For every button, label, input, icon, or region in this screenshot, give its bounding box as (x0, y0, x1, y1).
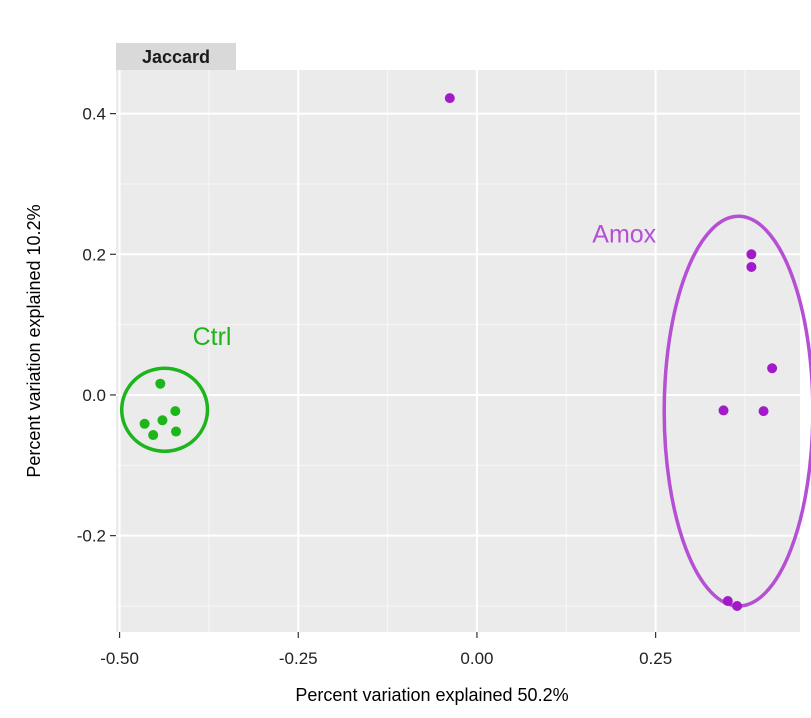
amox-point (732, 600, 743, 611)
ctrl-group-label: Ctrl (193, 323, 232, 351)
amox-point (718, 405, 729, 416)
amox-group-label: Amox (592, 220, 656, 248)
facet-strip (116, 43, 236, 70)
amox-point (746, 261, 757, 272)
major-gridlines (116, 70, 800, 632)
ctrl-ellipse (119, 366, 210, 453)
ctrl-point (155, 378, 166, 389)
y-axis-title: Percent variation explained 10.2% (24, 204, 44, 477)
x-tick-label: -0.25 (279, 649, 318, 668)
y-axis: -0.2 0.0 0.2 0.4 (77, 105, 116, 546)
y-tick-label: 0.4 (82, 105, 106, 124)
ctrl-point (170, 406, 181, 417)
ctrl-point (157, 415, 168, 426)
amox-point (767, 363, 778, 374)
minor-gridlines (116, 70, 800, 632)
y-tick-label: 0.2 (82, 245, 106, 264)
ctrl-point (139, 418, 150, 429)
x-axis-title: Percent variation explained 50.2% (295, 685, 568, 705)
ctrl-point (148, 430, 159, 441)
x-tick-label: -0.50 (100, 649, 139, 668)
amox-point (722, 596, 733, 607)
y-tick-label: 0.0 (82, 386, 106, 405)
data-points (139, 93, 778, 611)
x-axis: -0.50 -0.25 0.00 0.25 (100, 632, 672, 668)
y-tick-label: -0.2 (77, 527, 106, 546)
amox-point (758, 406, 769, 417)
amox-point (746, 249, 757, 260)
x-tick-label: 0.00 (460, 649, 493, 668)
ctrl-point (171, 426, 182, 437)
x-tick-label: 0.25 (639, 649, 672, 668)
facet-label: Jaccard (142, 47, 210, 67)
amox-point (444, 93, 455, 104)
plot-panel (116, 70, 800, 632)
group-labels: Ctrl Amox (193, 220, 657, 351)
